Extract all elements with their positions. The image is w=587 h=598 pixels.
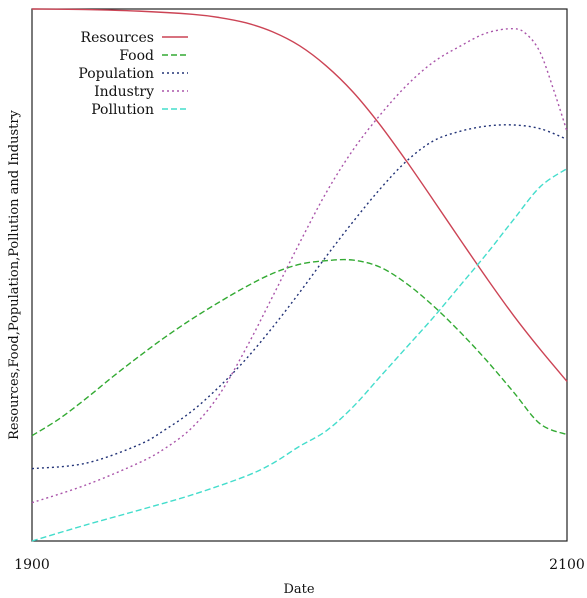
y-axis-label: Resources,Food,Population,Pollution and … [7,109,22,439]
x-tick-labels: 1900 2100 [14,557,585,573]
legend-label-population: Population [78,66,154,82]
legend-label-industry: Industry [94,84,154,100]
x-tick-label-1900: 1900 [14,557,50,573]
legend: Resources Food Population Industry Pollution [78,30,188,118]
series-line-industry [31,27,568,504]
series-layer [31,8,568,542]
legend-label-resources: Resources [81,30,154,46]
series-line-resources [31,8,568,382]
legend-label-food: Food [119,48,154,64]
x-tick-label-2100: 2100 [549,557,585,573]
series-line-pollution [31,168,568,542]
series-line-food [31,258,568,437]
legend-label-pollution: Pollution [91,102,154,118]
plot-frame [31,8,568,542]
series-line-population [31,124,568,470]
x-axis-label: Date [283,582,314,597]
